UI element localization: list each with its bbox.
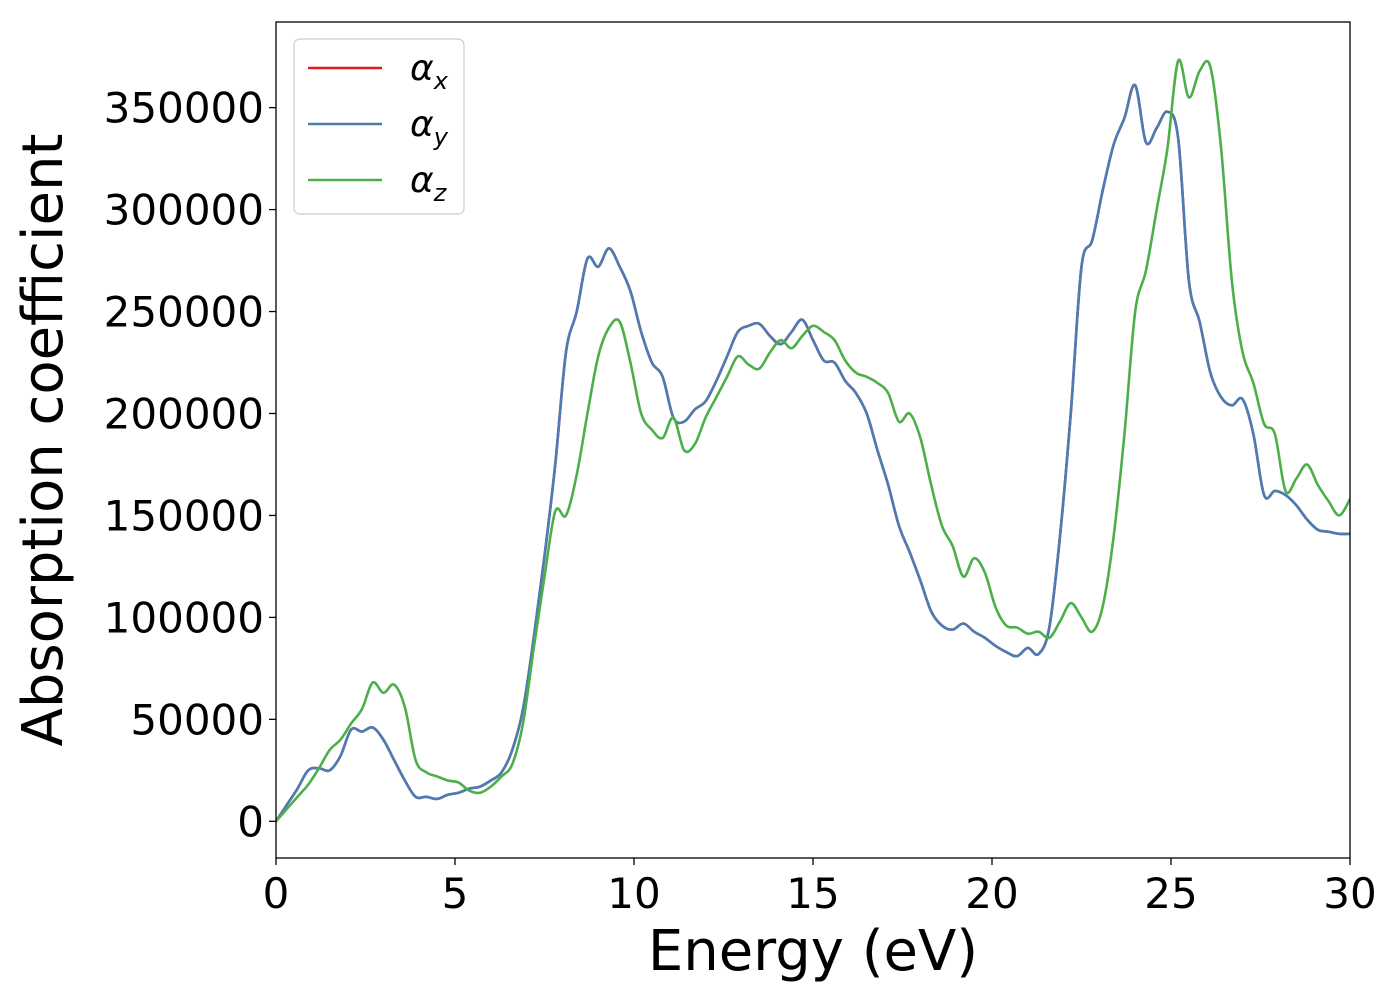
x-tick-label: 5	[442, 869, 469, 918]
x-axis: 0 5 10 15 20 25 30	[263, 858, 1377, 918]
legend-label-y: αy	[410, 104, 449, 151]
y-tick-label: 150000	[104, 491, 264, 540]
legend-label-x: αx	[410, 48, 449, 95]
legend-label-z: αz	[410, 160, 448, 207]
y-tick-label: 250000	[104, 288, 264, 337]
legend: αx αy αz	[293, 38, 465, 215]
x-axis-title: Energy (eV)	[648, 919, 978, 984]
y-tick-label: 100000	[104, 593, 264, 642]
legend-box	[293, 38, 465, 215]
x-tick-label: 30	[1323, 869, 1376, 918]
x-tick-label: 20	[965, 869, 1018, 918]
series-line-z	[276, 58, 1350, 823]
y-tick-label: 0	[237, 797, 264, 846]
x-tick-label: 0	[263, 869, 290, 918]
x-tick-label: 10	[607, 869, 660, 918]
x-tick-label: 25	[1144, 869, 1197, 918]
series-layer	[276, 58, 1350, 823]
y-tick-label: 200000	[104, 389, 264, 438]
y-axis-title: Absorption coefficient	[11, 134, 76, 747]
y-tick-label: 300000	[104, 186, 264, 235]
y-tick-label: 350000	[104, 84, 264, 133]
x-tick-label: 15	[786, 869, 839, 918]
y-tick-label: 50000	[130, 695, 264, 744]
y-axis: 0 50000 100000 150000 200000 250000 300000 3500…	[104, 84, 276, 846]
